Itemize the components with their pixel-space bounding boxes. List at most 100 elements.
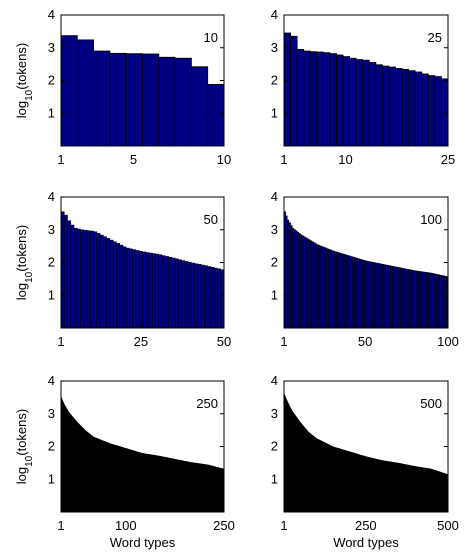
bar-12 — [355, 59, 364, 147]
bar-3 — [93, 50, 111, 147]
x-tick-label: 250 — [355, 518, 377, 533]
panel-2: 1 2 3 4 1 10 25 25 — [271, 7, 455, 167]
y-tick-label: 4 — [271, 189, 278, 204]
x-tick-label: 25 — [134, 334, 148, 349]
bar-13 — [362, 59, 370, 147]
bar-5 — [309, 51, 318, 147]
bar-19 — [401, 68, 410, 147]
bar-31 — [158, 254, 163, 329]
bar-48 — [213, 267, 218, 329]
bar-23 — [132, 249, 137, 329]
y-tick-label: 3 — [48, 406, 55, 421]
bar-3 — [67, 220, 72, 329]
y-tick-label: 3 — [271, 40, 278, 55]
x-tick-label: 25 — [441, 152, 455, 167]
x-tick-label: 1 — [280, 152, 287, 167]
bar-4 — [70, 224, 75, 329]
y-tick-label: 2 — [271, 439, 278, 454]
y-tick-label: 2 — [48, 73, 55, 88]
panel-5: 1 2 3 4 1 100 250 250 log10(tokens) Word types — [14, 373, 235, 550]
bar-14 — [103, 236, 107, 329]
bar-25 — [138, 251, 143, 329]
x-tick-label: 100 — [115, 518, 137, 533]
x-tick-label: 50 — [217, 334, 231, 349]
x-tick-label: 1 — [57, 518, 64, 533]
y-tick-label: 4 — [48, 7, 55, 22]
y-axis-label-sub: 10 — [24, 455, 35, 467]
panel-4: 1 2 3 4 1 50 100 100 — [271, 189, 459, 349]
bar-14 — [368, 62, 377, 147]
x-axis-label: Word types — [110, 535, 176, 550]
bar-22 — [129, 248, 133, 329]
bar-10 — [90, 230, 94, 329]
y-tick-label: 2 — [271, 255, 278, 270]
bar-15 — [375, 64, 383, 147]
bar-33 — [165, 256, 169, 329]
bar-26 — [142, 251, 147, 329]
panel-6: 1 2 3 4 1 250 500 500 Word types — [271, 373, 459, 550]
y-axis-label-base: log — [14, 283, 29, 300]
bar-10 — [342, 56, 351, 147]
y-tick-label: 2 — [271, 73, 278, 88]
bar-46 — [207, 266, 212, 329]
y-tick-label: 2 — [48, 439, 55, 454]
bar-5 — [73, 227, 78, 329]
bar-34 — [168, 256, 173, 329]
y-tick-label: 3 — [271, 222, 278, 237]
bar-8 — [174, 57, 192, 147]
bar-43 — [197, 264, 202, 329]
bar-21 — [414, 71, 423, 147]
bar-19 — [119, 244, 124, 329]
bar-36 — [174, 258, 179, 329]
y-tick-label: 1 — [271, 471, 278, 486]
y-tick-label: 1 — [48, 105, 55, 120]
y-tick-label: 4 — [271, 7, 278, 22]
panel-annotation-bg — [193, 395, 221, 412]
panel-annotation: 25 — [428, 30, 442, 45]
x-tick-label: 10 — [338, 152, 352, 167]
x-tick-label: 50 — [358, 334, 372, 349]
bar-1 — [283, 32, 291, 147]
y-axis-label: log10(tokens) — [14, 43, 35, 118]
bar-3 — [296, 48, 305, 147]
y-axis-label: log10(tokens) — [14, 409, 35, 484]
area-series — [61, 395, 224, 512]
bar-4 — [109, 52, 127, 147]
bar-2 — [76, 39, 95, 147]
bar-7 — [322, 52, 331, 147]
area-series — [284, 392, 448, 512]
bar-49 — [217, 268, 221, 329]
panel-3: 1 2 3 4 1 25 50 50 log10(tokens) — [14, 189, 231, 349]
bar-18 — [395, 67, 403, 147]
bar-6 — [77, 228, 81, 329]
bar-30 — [155, 253, 160, 329]
bar-16 — [381, 65, 390, 147]
panel-annotation: 250 — [196, 396, 218, 411]
bar-22 — [421, 73, 429, 147]
bar-23 — [427, 75, 436, 147]
bar-17 — [388, 66, 396, 147]
y-axis-label-rest: (tokens) — [14, 225, 29, 272]
bar-42 — [194, 263, 199, 329]
y-axis-label: log10(tokens) — [14, 225, 35, 300]
bar-7 — [158, 56, 176, 147]
bar-9 — [336, 54, 344, 147]
bar-47 — [210, 267, 215, 329]
y-tick-label: 1 — [48, 471, 55, 486]
bar-11 — [93, 231, 98, 329]
bar-1 — [60, 35, 78, 147]
y-tick-label: 4 — [271, 373, 278, 388]
bar-24 — [434, 76, 442, 147]
x-tick-label: 1 — [280, 334, 287, 349]
bar-11 — [349, 57, 357, 147]
bar-15 — [106, 238, 111, 329]
bar-39 — [184, 261, 189, 329]
bar-5 — [125, 53, 143, 147]
bar-20 — [408, 70, 416, 147]
bar-4 — [303, 50, 311, 147]
panel-annotation: 100 — [420, 212, 442, 227]
x-tick-label: 1 — [57, 152, 64, 167]
y-tick-label: 3 — [48, 222, 55, 237]
bar-40 — [187, 262, 192, 329]
